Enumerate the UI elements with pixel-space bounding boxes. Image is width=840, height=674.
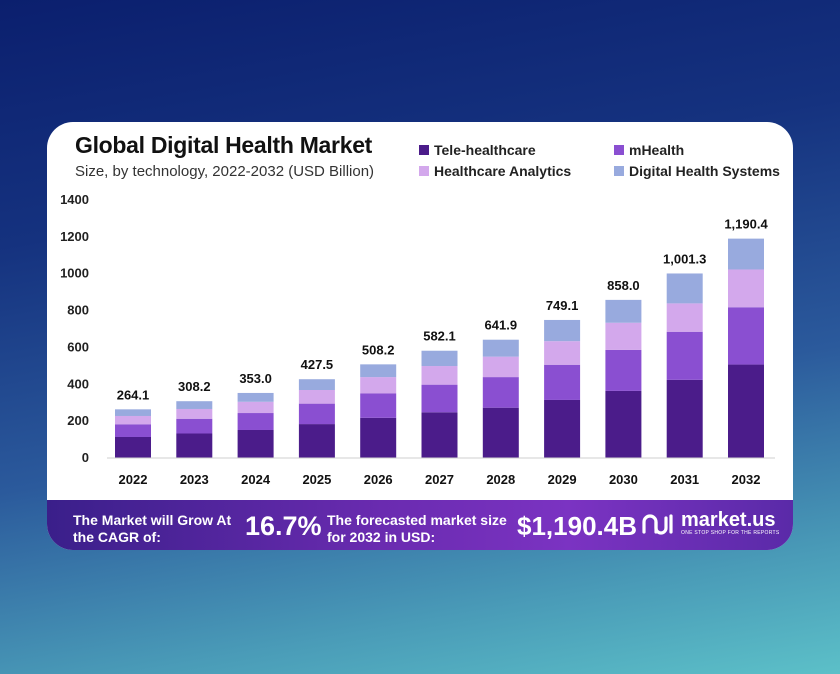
bar-segment-mhealth	[544, 364, 581, 400]
x-tick-label: 2024	[241, 472, 271, 487]
x-tick-label: 2023	[180, 472, 209, 487]
cagr-label: The Market will Grow At the CAGR of:	[73, 512, 232, 545]
bar-segment-tele-healthcare	[544, 399, 581, 458]
bar-total-label: 264.1	[117, 387, 150, 402]
bar-total-label: 749.1	[546, 298, 579, 313]
brand-tagline: ONE STOP SHOP FOR THE REPORTS	[681, 530, 780, 536]
legend-swatch	[614, 166, 624, 176]
bar-total-label: 1,001.3	[663, 251, 706, 266]
bar-segment-mhealth	[728, 307, 764, 365]
bar-chart: 0 200 400 600 800 1000 1200 1400 264.1 2022 308.2 2…	[60, 192, 775, 487]
bar-segment-tele-healthcare	[115, 436, 151, 458]
bar-segment-mhealth	[176, 418, 213, 434]
bar-segment-tele-healthcare	[298, 424, 335, 458]
bar-segment-tele-healthcare	[605, 390, 642, 458]
bar-segment-healthcare-analytics	[115, 415, 151, 425]
bar-segment-healthcare-analytics	[728, 269, 764, 308]
legend-item-healthcare-analytics: Healthcare Analytics	[419, 163, 571, 179]
bar-segment-digital-health-systems	[176, 401, 213, 409]
y-tick-label: 0	[82, 450, 89, 465]
bar-segment-digital-health-systems	[298, 379, 335, 390]
bar-segment-mhealth	[421, 384, 458, 413]
bar-total-label: 641.9	[485, 318, 518, 333]
bar-total-label: 353.0	[239, 371, 272, 386]
legend-item-digital-health-systems: Digital Health Systems	[614, 163, 780, 179]
bar-total-label: 308.2	[178, 379, 211, 394]
market-size-value: $1,190.4B	[517, 511, 637, 541]
x-tick-label: 2029	[548, 472, 577, 487]
x-tick-label: 2032	[732, 472, 761, 487]
bar-segment-tele-healthcare	[728, 364, 764, 458]
bar-segment-healthcare-analytics	[544, 341, 581, 365]
chart-subtitle: Size, by technology, 2022-2032 (USD Bill…	[75, 163, 375, 180]
legend-item-tele-healthcare: Tele-healthcare	[419, 142, 536, 158]
bar-segment-digital-health-systems	[544, 319, 581, 342]
brand-name: market.us	[681, 509, 776, 531]
bar-segment-digital-health-systems	[237, 392, 274, 402]
bar-total-label: 427.5	[301, 357, 334, 372]
bar-total-label: 582.1	[423, 329, 456, 344]
bar-segment-healthcare-analytics	[666, 303, 703, 332]
bar-segment-healthcare-analytics	[360, 377, 397, 394]
bar-segment-digital-health-systems	[421, 350, 458, 367]
bar-total-label: 508.2	[362, 342, 395, 357]
bar-segment-digital-health-systems	[728, 238, 764, 270]
bar-segment-digital-health-systems	[605, 299, 642, 323]
y-tick-label: 1400	[60, 192, 89, 207]
y-tick-label: 1200	[60, 229, 89, 244]
x-tick-label: 2028	[486, 472, 515, 487]
bar-segment-tele-healthcare	[176, 433, 213, 458]
bar-segment-mhealth	[298, 403, 335, 425]
chart-card: Global Digital Health Market Size, by te…	[47, 122, 793, 550]
legend-item-mhealth: mHealth	[614, 142, 684, 158]
y-tick-label: 800	[67, 303, 89, 318]
bar-segment-tele-healthcare	[360, 417, 397, 458]
bar-segment-healthcare-analytics	[482, 356, 519, 378]
x-tick-label: 2025	[302, 472, 331, 487]
bar-segment-digital-health-systems	[115, 409, 151, 416]
x-tick-label: 2026	[364, 472, 393, 487]
x-tick-label: 2022	[119, 472, 148, 487]
market-size-label: The forecasted market size for 2032 in U…	[327, 512, 507, 545]
bar-segment-mhealth	[666, 331, 703, 380]
bar-segment-healthcare-analytics	[605, 322, 642, 350]
legend-label: Tele-healthcare	[434, 142, 536, 158]
bar-segment-digital-health-systems	[666, 273, 703, 304]
legend-swatch	[419, 145, 429, 155]
x-tick-label: 2031	[670, 472, 699, 487]
bar-segment-mhealth	[605, 349, 642, 391]
footer-banner: The Market will Grow At the CAGR of: 16.…	[47, 500, 793, 550]
bar-total-label: 1,190.4	[724, 217, 768, 232]
y-tick-label: 600	[67, 339, 89, 354]
bar-segment-mhealth	[482, 377, 519, 408]
bar-segment-tele-healthcare	[666, 379, 703, 458]
legend-swatch	[419, 166, 429, 176]
bar-segment-tele-healthcare	[421, 412, 458, 458]
market-us-logo-icon	[642, 513, 673, 535]
bar-segment-mhealth	[115, 424, 151, 437]
cagr-value: 16.7%	[245, 511, 322, 541]
chart-title: Global Digital Health Market	[75, 132, 373, 158]
brand-logo[interactable]: market.us ONE STOP SHOP FOR THE REPORTS	[641, 510, 780, 537]
legend-label: Healthcare Analytics	[434, 163, 572, 179]
y-tick-label: 400	[67, 376, 89, 391]
bar-total-label: 858.0	[607, 278, 640, 293]
x-tick-label: 2027	[425, 472, 454, 487]
bar-segment-mhealth	[237, 413, 274, 430]
bar-segment-healthcare-analytics	[421, 366, 458, 385]
bar-segment-digital-health-systems	[360, 364, 397, 378]
y-tick-label: 1000	[60, 266, 89, 281]
y-tick-label: 200	[67, 413, 89, 428]
bar-segment-digital-health-systems	[482, 339, 519, 357]
bar-segment-healthcare-analytics	[176, 408, 213, 419]
bar-segment-mhealth	[360, 393, 397, 418]
legend-label: mHealth	[629, 142, 685, 158]
bar-segment-healthcare-analytics	[298, 389, 335, 404]
legend-swatch	[614, 145, 624, 155]
bar-segment-healthcare-analytics	[237, 401, 274, 414]
bar-segment-tele-healthcare	[482, 407, 519, 458]
bar-segment-tele-healthcare	[237, 429, 274, 458]
legend-label: Digital Health Systems	[629, 163, 780, 179]
x-tick-label: 2030	[609, 472, 638, 487]
